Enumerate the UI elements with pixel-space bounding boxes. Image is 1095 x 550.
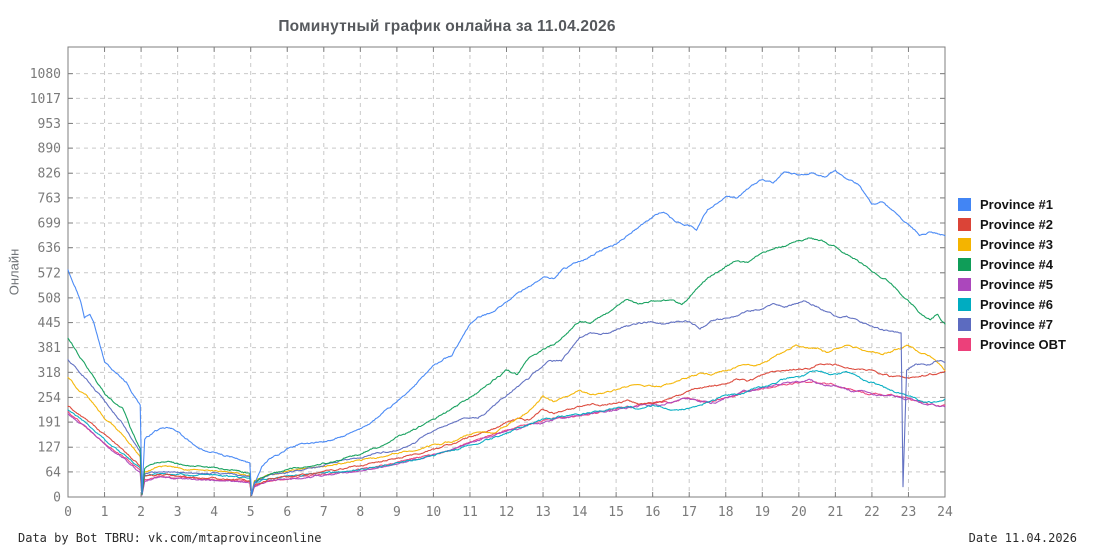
legend-swatch-icon [958,338,971,351]
x-tick-label: 16 [645,505,661,520]
x-tick-label: 2 [137,505,145,520]
y-tick-label: 826 [38,167,61,182]
legend-swatch-icon [958,218,971,231]
legend-item: Province #7 [958,317,1066,332]
series-line-5 [67,378,946,497]
footer-credit: Data by Bot TBRU: vk.com/mtaprovinceonli… [18,531,322,545]
y-tick-label: 0 [53,491,61,506]
chart-legend: Province #1 Province #2 Province #3 Provinc… [958,197,1066,352]
series-line-7 [67,300,946,496]
legend-item: Province #3 [958,237,1066,252]
series-line-4 [67,237,946,496]
x-tick-label: 12 [499,505,515,520]
x-tick-label: 3 [174,505,182,520]
series-line-2 [67,363,946,496]
legend-item: Province #1 [958,197,1066,212]
x-tick-label: 15 [608,505,624,520]
legend-item: Province #5 [958,277,1066,292]
y-tick-label: 699 [38,217,61,232]
x-tick-label: 23 [901,505,917,520]
x-tick-label: 11 [462,505,478,520]
y-tick-label: 763 [38,191,61,206]
y-tick-label: 191 [38,416,61,431]
y-tick-label: 572 [38,266,61,281]
legend-swatch-icon [958,258,971,271]
legend-swatch-icon [958,298,971,311]
x-tick-label: 8 [356,505,364,520]
series-line-3 [67,344,946,496]
x-tick-label: 1 [101,505,109,520]
x-tick-label: 22 [864,505,880,520]
x-tick-label: 6 [283,505,291,520]
y-tick-label: 890 [38,142,61,157]
legend-label: Province OBT [980,337,1066,352]
x-tick-label: 10 [426,505,442,520]
legend-swatch-icon [958,278,971,291]
y-tick-label: 1080 [30,67,61,82]
y-tick-label: 445 [38,316,61,331]
legend-label: Province #3 [980,237,1053,252]
x-tick-label: 20 [791,505,807,520]
x-tick-label: 24 [937,505,953,520]
y-tick-label: 508 [38,291,61,306]
y-tick-label: 953 [38,117,61,132]
legend-label: Province #2 [980,217,1053,232]
legend-label: Province #1 [980,197,1053,212]
x-tick-label: 17 [681,505,697,520]
legend-item: Province #2 [958,217,1066,232]
legend-item: Province #6 [958,297,1066,312]
legend-item: Province OBT [958,337,1066,352]
chart-title: Поминутный график онлайна за 11.04.2026 [278,18,616,35]
legend-swatch-icon [958,318,971,331]
x-tick-label: 0 [64,505,72,520]
x-tick-label: 9 [393,505,401,520]
legend-label: Province #6 [980,297,1053,312]
y-tick-label: 636 [38,241,61,256]
legend-swatch-icon [958,238,971,251]
y-tick-label: 127 [38,441,61,456]
legend-label: Province #7 [980,317,1053,332]
x-tick-label: 14 [572,505,588,520]
x-tick-label: 4 [210,505,218,520]
x-tick-label: 21 [828,505,844,520]
x-tick-label: 7 [320,505,328,520]
series-line-1 [67,169,946,496]
y-tick-label: 254 [38,391,62,406]
x-tick-label: 5 [247,505,255,520]
legend-label: Province #5 [980,277,1053,292]
y-tick-label: 381 [38,341,61,356]
y-tick-label: 64 [45,465,61,480]
series-line-6 [67,370,946,496]
y-tick-label: 318 [38,366,61,381]
footer-date: Date 11.04.2026 [968,531,1077,545]
x-tick-label: 19 [754,505,770,520]
x-tick-label: 18 [718,505,734,520]
legend-swatch-icon [958,198,971,211]
legend-label: Province #4 [980,257,1053,272]
x-tick-label: 13 [535,505,551,520]
legend-item: Province #4 [958,257,1066,272]
y-tick-label: 1017 [30,92,61,107]
